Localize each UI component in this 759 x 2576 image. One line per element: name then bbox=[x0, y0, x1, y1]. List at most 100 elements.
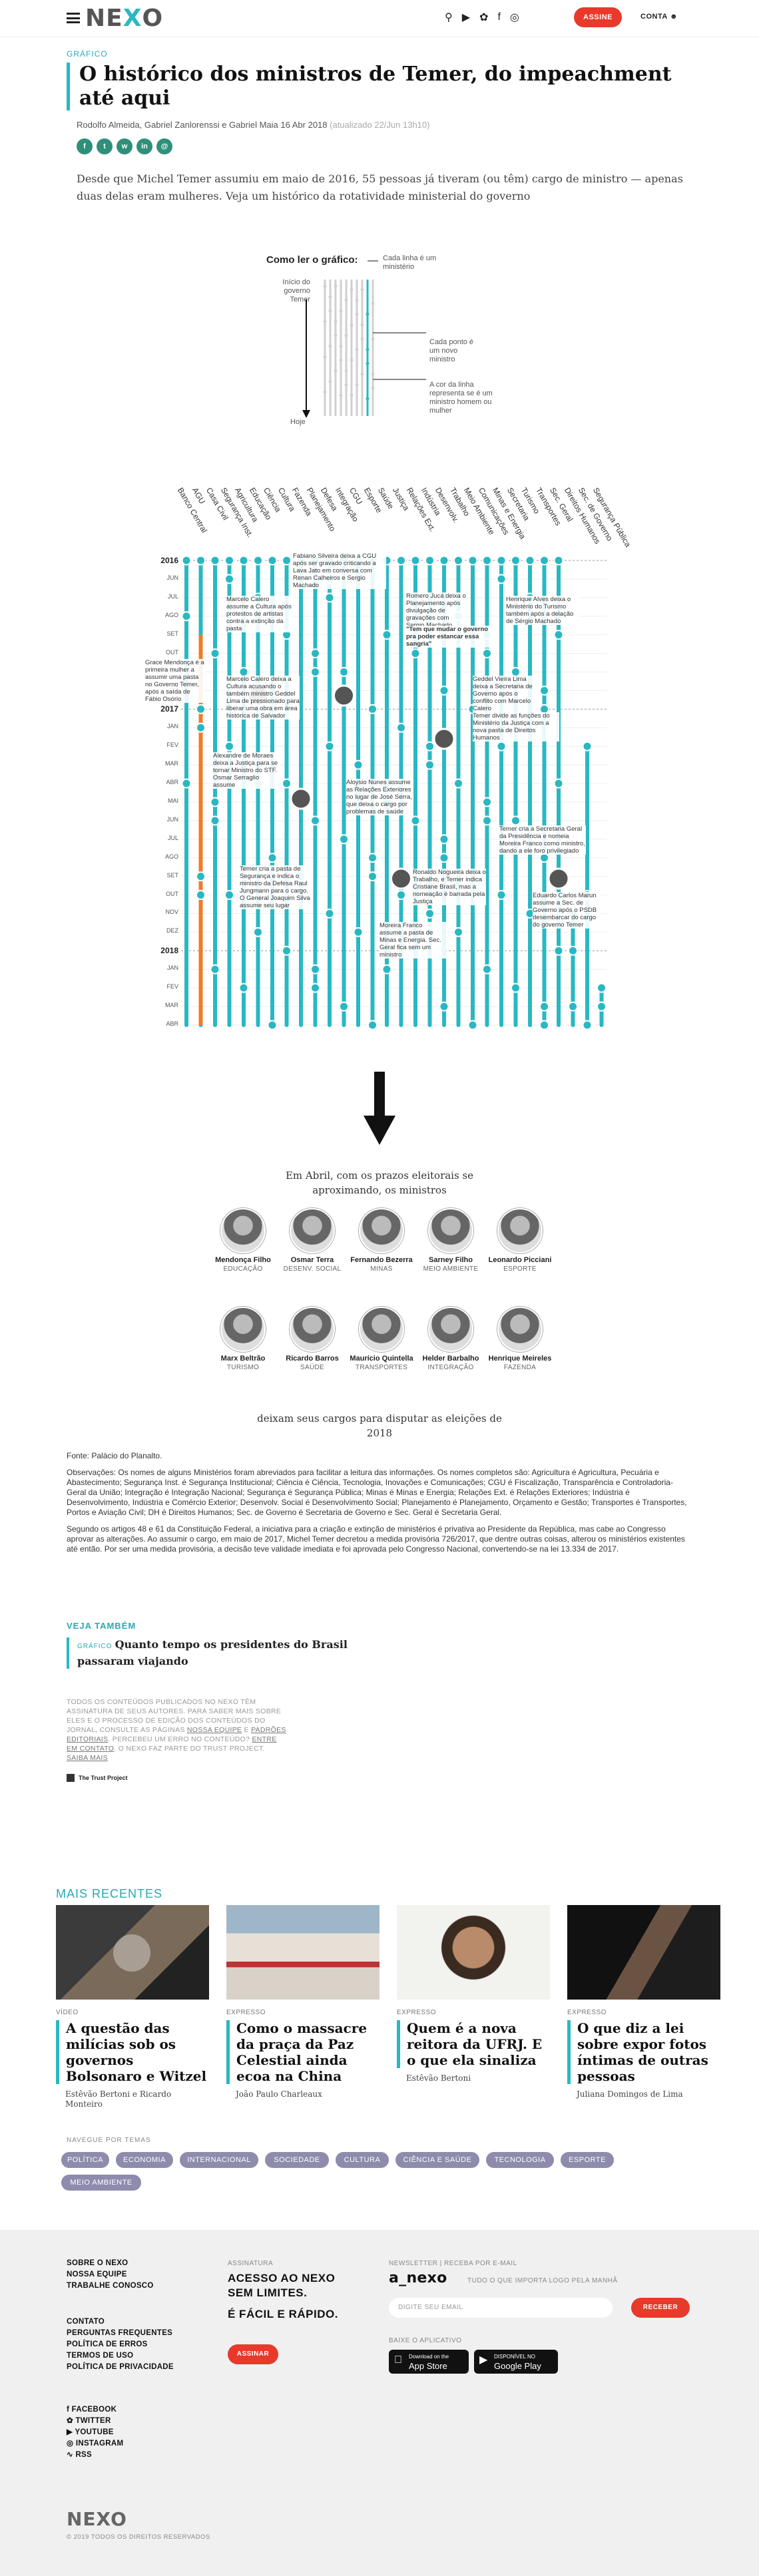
minister-card: Maurício Quintella TRANSPORTES bbox=[348, 1307, 415, 1371]
instagram-icon[interactable]: ◎ bbox=[509, 12, 519, 23]
chart-minister-dot bbox=[368, 853, 378, 863]
howto-title: Como ler o gráfico: bbox=[266, 254, 358, 266]
search-icon[interactable]: ⚲ bbox=[445, 12, 453, 23]
howto-dot bbox=[350, 393, 354, 397]
article-kicker[interactable]: GRÁFICO bbox=[67, 49, 108, 59]
menu-icon[interactable] bbox=[67, 13, 80, 23]
tema-esporte[interactable]: ESPORTE bbox=[561, 2152, 614, 2168]
chart-minister-dot bbox=[439, 853, 449, 863]
youtube-link[interactable]: ▶ YOUTUBE bbox=[67, 2427, 123, 2438]
tema-politica[interactable]: POLÍTICA bbox=[61, 2152, 109, 2168]
recent-tag: EXPRESSO bbox=[397, 2009, 437, 2016]
twitter-icon[interactable]: ✿ bbox=[479, 12, 489, 23]
tema-sociedade[interactable]: SOCIEDADE bbox=[265, 2152, 329, 2168]
chart-minister-dot bbox=[425, 759, 435, 770]
footer-link[interactable]: NOSSA EQUIPE bbox=[67, 2270, 127, 2278]
nossa-equipe-link[interactable]: NOSSA EQUIPE bbox=[186, 1726, 242, 1734]
minister-name: Fernando Bezerra bbox=[350, 1256, 413, 1264]
play-icon[interactable] bbox=[113, 1934, 150, 1972]
policy-text-2: . PERCEBEU UM ERRO NO CONTEÚDO? bbox=[108, 1735, 252, 1743]
chart-portrait bbox=[333, 684, 355, 707]
footer-link[interactable]: POLÍTICA DE ERROS bbox=[67, 2340, 148, 2348]
footer-link[interactable]: CONTATO bbox=[67, 2318, 105, 2326]
minister-card: Helder Barbalho INTEGRAÇÃO bbox=[417, 1307, 484, 1371]
tema-tecnologia[interactable]: TECNOLOGIA bbox=[486, 2152, 554, 2168]
down-arrow-icon bbox=[364, 1072, 395, 1145]
facebook-icon: f bbox=[67, 2406, 70, 2414]
facebook-icon[interactable]: f bbox=[497, 11, 501, 23]
footer-link[interactable]: POLÍTICA DE PRIVACIDADE bbox=[67, 2363, 174, 2371]
chart-minister-dot bbox=[353, 927, 364, 937]
trust-project-badge[interactable]: The Trust Project bbox=[67, 1774, 128, 1782]
chart-minister-dot bbox=[453, 555, 463, 566]
instagram-link[interactable]: ◎ INSTAGRAM bbox=[67, 2438, 123, 2450]
conta-link[interactable]: CONTA ☻ bbox=[640, 13, 678, 21]
constitution-note: Segundo os artigos 48 e 61 da Constituiç… bbox=[67, 1524, 685, 1554]
tema-internacional[interactable]: INTERNACIONAL bbox=[180, 2152, 258, 2168]
tema-meio-ambiente[interactable]: MEIO AMBIENTE bbox=[61, 2175, 141, 2191]
minister-role: TURISMO bbox=[226, 1364, 260, 1371]
facebook-link[interactable]: f FACEBOOK bbox=[67, 2404, 123, 2416]
recent-title: Quem é a nova reitora da UFRJ. E o que e… bbox=[397, 2020, 550, 2068]
saiba-mais-link[interactable]: SAIBA MAIS bbox=[67, 1754, 108, 1762]
twitter-link[interactable]: ✿ TWITTER bbox=[67, 2416, 123, 2427]
user-icon: ☻ bbox=[669, 13, 678, 21]
whatsapp-share-icon[interactable]: w bbox=[117, 138, 132, 154]
tema-economia[interactable]: ECONOMIA bbox=[116, 2152, 173, 2168]
facebook-share-icon[interactable]: f bbox=[77, 138, 93, 154]
chart-minister-dot bbox=[496, 574, 507, 584]
tema-ciencia-e-saude[interactable]: CIÊNCIA E SAÚDE bbox=[395, 2152, 479, 2168]
top-bar: NEXO ⚲ ▶ ✿ f ◎ ASSINE CONTA ☻ bbox=[0, 0, 759, 37]
footer-link[interactable]: TRABALHE CONOSCO bbox=[67, 2282, 154, 2290]
minister-photo bbox=[497, 1208, 543, 1253]
google-play-badge[interactable]: ▶ DISPONÍVEL NO Google Play bbox=[474, 2350, 558, 2374]
footer-link[interactable]: SOBRE O NEXO bbox=[67, 2259, 128, 2267]
howto-dot bbox=[350, 358, 354, 362]
howto-dot bbox=[323, 284, 327, 288]
footer-logo[interactable]: NEXO bbox=[67, 2508, 127, 2530]
assine-button[interactable]: ASSINE bbox=[574, 7, 622, 27]
youtube-icon[interactable]: ▶ bbox=[461, 12, 471, 23]
linkedin-share-icon[interactable]: in bbox=[136, 138, 152, 154]
email-share-icon[interactable]: @ bbox=[156, 138, 172, 154]
entre-em-contato-link[interactable]: ENTRE EM CONTATO bbox=[67, 1735, 277, 1753]
nexo-logo[interactable]: NEXO bbox=[85, 4, 163, 33]
chart-minister-dot bbox=[196, 555, 206, 566]
newsletter-label: NEWSLETTER | RECEBA POR E-MAIL bbox=[389, 2260, 517, 2267]
authors[interactable]: Rodolfo Almeida, Gabriel Zanlorenssi e G… bbox=[77, 120, 278, 130]
recent-card[interactable]: EXPRESSO Como o massacre da praça da Paz… bbox=[226, 1905, 380, 2099]
twitter-share-icon[interactable]: t bbox=[97, 138, 113, 154]
chart-row-label: SET bbox=[166, 871, 178, 879]
chart-minister-dot bbox=[553, 945, 564, 956]
chart-minister-dot bbox=[482, 797, 492, 807]
chart-minister-dot bbox=[210, 964, 220, 974]
footer-link[interactable]: PERGUNTAS FREQUENTES bbox=[67, 2329, 173, 2337]
assinar-button[interactable]: ASSINAR bbox=[228, 2344, 278, 2364]
chart-annotation: Temer cria a pasta de Segurança e indica… bbox=[240, 865, 313, 909]
chart-minister-dot bbox=[396, 890, 406, 901]
minister-photo bbox=[428, 1307, 473, 1352]
chart-minister-dot bbox=[267, 555, 278, 566]
chart-portrait bbox=[433, 728, 455, 750]
rss-link[interactable]: ∿ RSS bbox=[67, 2450, 123, 2461]
chart-minister-dot bbox=[368, 704, 378, 714]
chart-minister-dot bbox=[253, 555, 263, 566]
padroes-editoriais-link[interactable]: PADRÕES EDITORIAIS bbox=[67, 1726, 286, 1743]
app-store-small: Download on the bbox=[409, 2354, 449, 2360]
chart-row-label: 2018 bbox=[160, 946, 178, 956]
recent-card[interactable]: EXPRESSO Quem é a nova reitora da UFRJ. … bbox=[397, 1905, 550, 2083]
related-article-link[interactable]: GRÁFICO Quanto tempo os presidentes do Br… bbox=[67, 1637, 399, 1669]
recent-card[interactable]: VÍDEO A questão das milícias sob os gove… bbox=[56, 1905, 209, 2109]
recent-card[interactable]: EXPRESSO O que diz a lei sobre expor fot… bbox=[567, 1905, 720, 2099]
receber-button[interactable]: RECEBER bbox=[631, 2298, 690, 2318]
tema-cultura[interactable]: CULTURA bbox=[336, 2152, 389, 2168]
minister-name: Ricardo Barros bbox=[286, 1355, 339, 1363]
header-icons: ⚲ ▶ ✿ f ◎ bbox=[445, 11, 519, 24]
email-input[interactable]: DIGITE SEU EMAIL bbox=[389, 2298, 613, 2318]
editorial-policy: TODOS OS CONTEÚDOS PUBLICADOS NO NEXO TÊ… bbox=[67, 1697, 286, 1763]
chart-minister-dot bbox=[539, 1020, 549, 1030]
footer-link[interactable]: TERMOS DE USO bbox=[67, 2352, 134, 2360]
howto-dot bbox=[355, 347, 359, 351]
